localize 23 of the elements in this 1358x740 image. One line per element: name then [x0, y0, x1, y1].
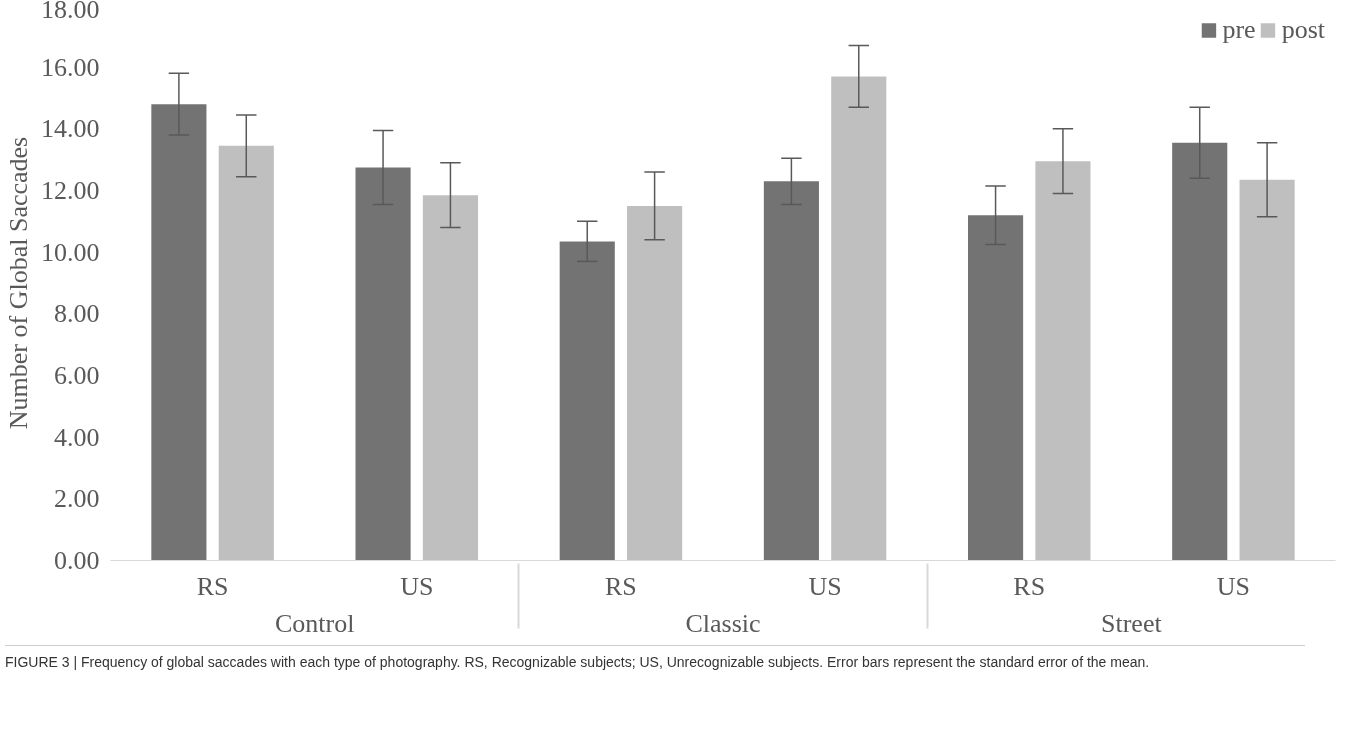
y-tick-label: 14.00	[41, 114, 100, 144]
y-tick-label: 12.00	[41, 176, 100, 205]
x-tick-label: US	[400, 571, 434, 601]
x-tick-label: RS	[605, 571, 637, 601]
y-tick-label: 8.00	[54, 299, 100, 329]
caption: FIGURE 3 | Frequency of global saccades with each type of photography. RS, Recognizable subjects; US, Unrecognizable subjects. Error bars represent the standard error of the mean.	[5, 645, 1305, 672]
text: Control	[274, 608, 355, 638]
legend-label: post	[1281, 15, 1325, 45]
y-tick-label: 16.00	[41, 52, 100, 82]
y-tick-label: 6.00	[54, 361, 100, 390]
y-tick-label: 10.00	[41, 237, 100, 267]
y-tick-label: 18.00	[41, 0, 100, 24]
text: Classic	[685, 608, 761, 638]
x-tick-label: RS	[196, 571, 229, 601]
text: Street	[1101, 608, 1163, 638]
x-tick-label: RS	[1013, 571, 1046, 601]
y-tick-label: 0.00	[54, 546, 100, 575]
x-tick-label: US	[1216, 571, 1251, 601]
x-tick-label: US	[808, 571, 842, 601]
legend-label: pre	[1222, 15, 1256, 45]
y-tick-label: 4.00	[54, 422, 100, 452]
y-axis-title: Number of Global Saccades	[4, 136, 33, 430]
y-tick-label: 2.00	[54, 484, 100, 514]
